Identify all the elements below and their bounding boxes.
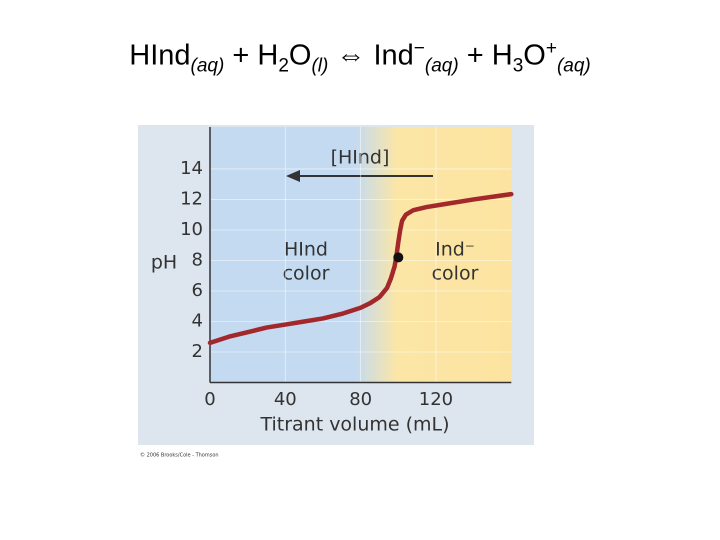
y-tick-label: 2 xyxy=(192,341,203,362)
y-tick-label: 4 xyxy=(192,310,203,331)
y-tick-label: 12 xyxy=(180,188,203,209)
annotation: color xyxy=(283,263,330,285)
annotation: HInd xyxy=(284,239,328,261)
eq-part: (aq) xyxy=(424,55,459,77)
eq-part: + H xyxy=(224,39,279,72)
equation: HInd(aq) + H2O(l) ⇔ Ind−(aq) + H3O+(aq) xyxy=(0,38,720,77)
arrow-head xyxy=(286,170,300,182)
eq-part: − xyxy=(413,38,425,59)
eq-part: + xyxy=(545,38,557,59)
eq-part: 3 xyxy=(512,55,524,77)
y-axis-label: pH xyxy=(151,252,177,274)
annotation: [HInd] xyxy=(331,147,390,169)
equivalence-point xyxy=(393,252,404,263)
annotation: Ind⁻ xyxy=(435,239,475,261)
eq-part: 2 xyxy=(278,55,289,77)
eq-part: (aq) xyxy=(190,55,225,77)
eq-part: O xyxy=(288,39,312,72)
x-tick-label: 80 xyxy=(349,389,372,410)
y-tick-label: 6 xyxy=(192,280,203,301)
x-axis-label: Titrant volume (mL) xyxy=(259,414,449,436)
eq-part: + H xyxy=(458,39,513,72)
annotation: color xyxy=(432,263,479,285)
x-tick-label: 40 xyxy=(274,389,297,410)
eq-part: (l) xyxy=(311,55,329,77)
eq-part: HInd xyxy=(129,39,191,72)
eq-part: O xyxy=(523,39,546,72)
x-tick-label: 120 xyxy=(419,389,453,410)
y-tick-label: 10 xyxy=(180,219,203,240)
y-tick-label: 14 xyxy=(180,158,203,179)
y-tick-label: 8 xyxy=(192,249,203,270)
data-line xyxy=(207,191,514,346)
eq-part: (aq) xyxy=(556,55,591,77)
eq-part: ⇔ Ind xyxy=(328,39,414,72)
credit: © 2006 Brooks/Cole - Thomson xyxy=(140,452,219,459)
x-tick-label: 0 xyxy=(204,389,215,410)
